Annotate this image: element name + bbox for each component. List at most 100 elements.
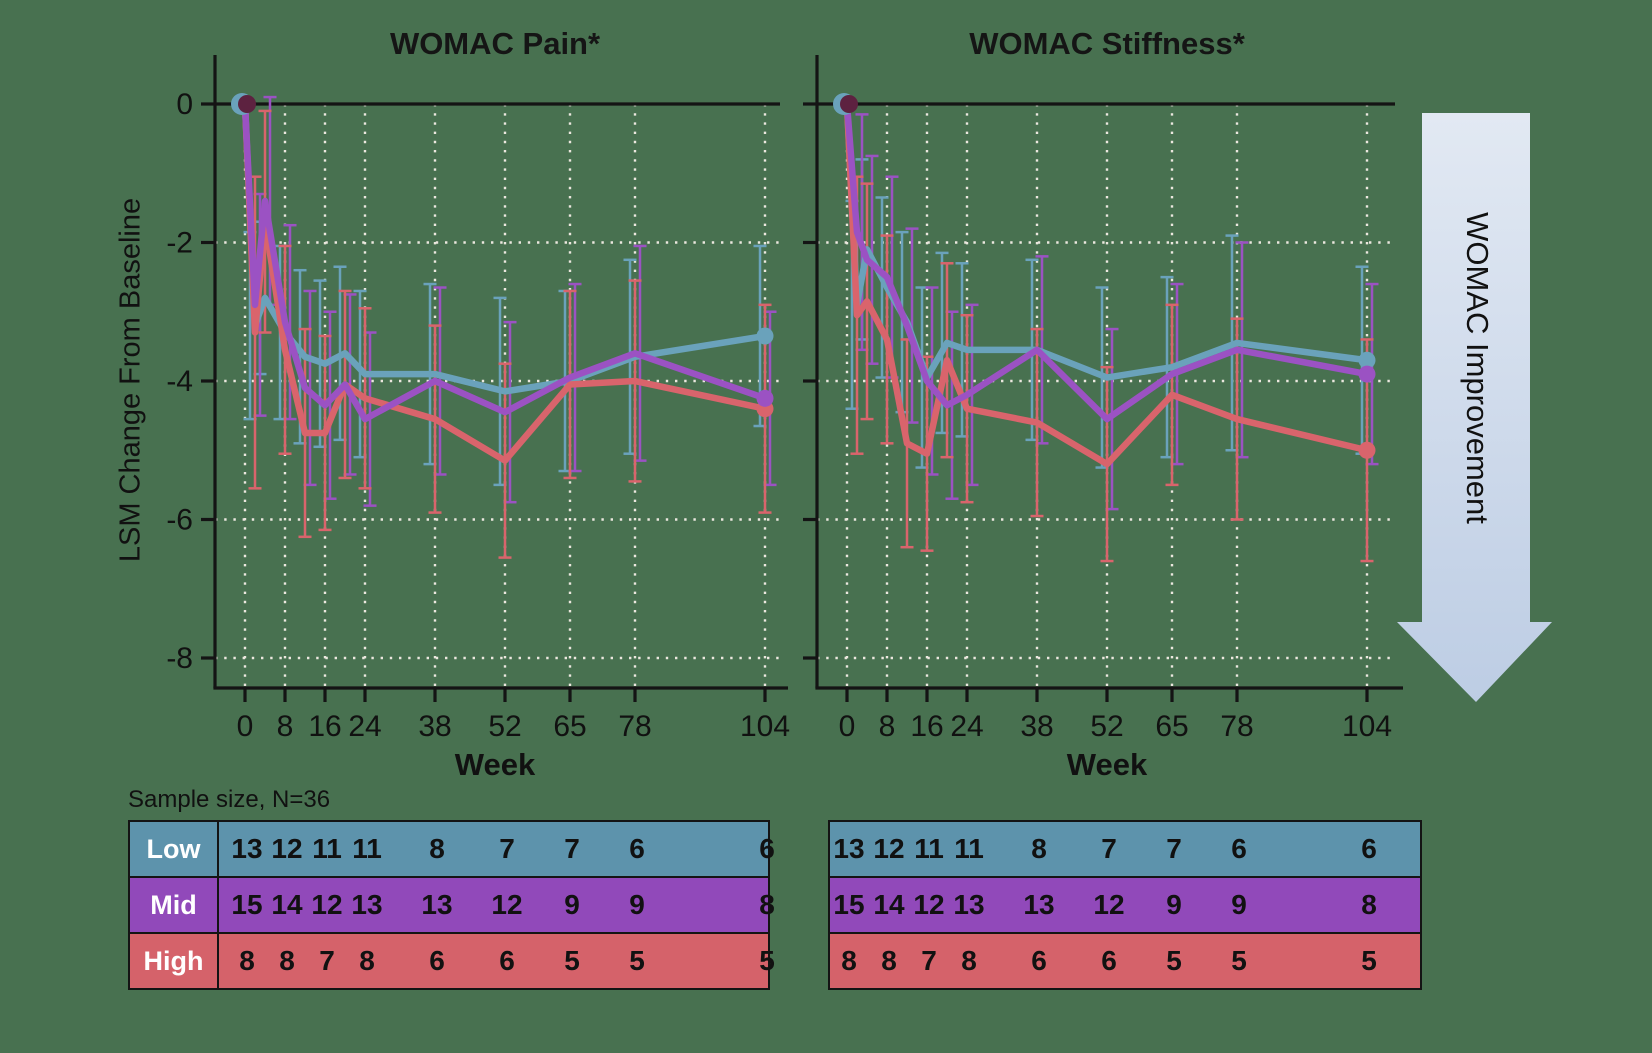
sample-count-cell: 15 xyxy=(231,889,263,920)
sample-row-unlabeled: 15 14 12 13 13 12 9 9 8 xyxy=(830,876,1420,932)
series-line-Low xyxy=(241,100,769,395)
chart-panel-0: 0-2-4-6-80 8 16 24 38 52 65 78 104 xyxy=(166,55,790,743)
label-divider xyxy=(217,878,219,932)
dose-group-label: Low xyxy=(146,834,201,864)
svg-text:16: 16 xyxy=(308,710,341,743)
axes xyxy=(201,55,788,702)
label-divider xyxy=(217,934,219,988)
sample-count-cell: 12 xyxy=(1093,889,1125,920)
sample-count-cell: 9 xyxy=(1231,889,1247,920)
svg-text:0: 0 xyxy=(237,710,254,743)
x-axis-label-pain: Week xyxy=(454,747,536,782)
x-axis-label-stiffness: Week xyxy=(1066,747,1148,782)
sample-count-cell: 7 xyxy=(1101,833,1117,864)
sample-count-cell: 7 xyxy=(921,945,937,976)
sample-count-cell: 8 xyxy=(359,945,375,976)
svg-text:65: 65 xyxy=(1155,710,1188,743)
sample-count-cell: 8 xyxy=(239,945,255,976)
end-marker-Mid xyxy=(756,389,774,407)
sample-size-table-pain: Low 13 12 11 11 8 7 7 6 6 Mid 15 14 12 13 13 12 9 9 8 High 8 8… xyxy=(128,820,775,990)
sample-count-cell: 15 xyxy=(833,889,865,920)
sample-count-cell: 8 xyxy=(881,945,897,976)
sample-count-cell: 11 xyxy=(312,833,342,864)
sample-count-cell: 13 xyxy=(231,833,263,864)
sample-count-cell: 13 xyxy=(953,889,985,920)
x-tick-labels: 0 8 16 24 38 52 65 78 104 xyxy=(237,710,790,743)
sample-count-cell: 14 xyxy=(271,889,303,920)
svg-text:38: 38 xyxy=(418,710,451,743)
sample-count-cell: 8 xyxy=(841,945,857,976)
sample-count-cell: 11 xyxy=(914,833,944,864)
sample-count-cell: 9 xyxy=(564,889,580,920)
sample-count-cell: 5 xyxy=(629,945,645,976)
sample-count-cell: 8 xyxy=(1031,833,1047,864)
svg-text:0: 0 xyxy=(839,710,856,743)
sample-count-cell: 6 xyxy=(629,833,645,864)
sample-count-cell: 5 xyxy=(1166,945,1182,976)
sample-count-cell: 7 xyxy=(319,945,335,976)
svg-text:16: 16 xyxy=(910,710,943,743)
dose-group-label: Mid xyxy=(150,890,197,920)
chart-panel-1: 0 8 16 24 38 52 65 78 104 xyxy=(803,55,1403,743)
sample-count-cell: 6 xyxy=(499,945,515,976)
dose-group-label: High xyxy=(143,946,204,976)
sample-row-High: High 8 8 7 8 6 6 5 5 5 xyxy=(130,932,775,988)
improvement-arrow-label: WOMAC Improvement xyxy=(1460,212,1495,524)
chart-title-pain: WOMAC Pain* xyxy=(389,26,601,61)
svg-text:104: 104 xyxy=(740,710,790,743)
svg-text:8: 8 xyxy=(277,710,294,743)
sample-count-cell: 13 xyxy=(421,889,453,920)
sample-count-cell: 5 xyxy=(564,945,580,976)
svg-text:24: 24 xyxy=(348,710,381,743)
series-line-Low xyxy=(843,100,1371,381)
baseline-marker-inner xyxy=(840,95,858,113)
y-axis-label: LSM Change From Baseline xyxy=(114,197,147,563)
svg-text:0: 0 xyxy=(176,88,193,121)
chart-title-stiffness: WOMAC Stiffness* xyxy=(969,26,1245,61)
sample-count-cell: 6 xyxy=(1031,945,1047,976)
sample-count-cell: 12 xyxy=(271,833,303,864)
sample-count-cell: 13 xyxy=(1023,889,1055,920)
y-tick-labels: 0 -2 -4 -6 -8 xyxy=(166,88,193,675)
sample-count-cell: 13 xyxy=(351,889,383,920)
sample-count-cell: 9 xyxy=(1166,889,1182,920)
sample-count-cell: 6 xyxy=(1361,833,1377,864)
sample-count-cell: 12 xyxy=(311,889,343,920)
sample-count-cell: 5 xyxy=(759,945,775,976)
axes xyxy=(803,55,1403,702)
sample-count-cell: 5 xyxy=(1361,945,1377,976)
sample-count-cell: 6 xyxy=(759,833,775,864)
svg-text:-4: -4 xyxy=(166,365,193,398)
sample-count-cell: 14 xyxy=(873,889,905,920)
svg-text:24: 24 xyxy=(950,710,983,743)
sample-count-cell: 7 xyxy=(499,833,515,864)
sample-count-cell: 6 xyxy=(1101,945,1117,976)
series-line-Mid xyxy=(241,100,769,423)
svg-text:65: 65 xyxy=(553,710,586,743)
sample-count-cell: 6 xyxy=(1231,833,1247,864)
series-line-High xyxy=(843,100,1371,468)
x-tick-labels: 0 8 16 24 38 52 65 78 104 xyxy=(839,710,1392,743)
sample-count-cell: 13 xyxy=(833,833,865,864)
sample-count-cell: 9 xyxy=(629,889,645,920)
svg-text:78: 78 xyxy=(1220,710,1253,743)
end-marker-Low xyxy=(1358,351,1376,369)
sample-row-Low: Low 13 12 11 11 8 7 7 6 6 xyxy=(130,822,775,876)
sample-count-cell: 5 xyxy=(1231,945,1247,976)
baseline-marker-inner xyxy=(238,95,256,113)
sample-count-cell: 11 xyxy=(954,833,984,864)
sample-count-cell: 8 xyxy=(279,945,295,976)
svg-text:52: 52 xyxy=(488,710,521,743)
sample-row-unlabeled: 13 12 11 11 8 7 7 6 6 xyxy=(830,822,1420,876)
sample-size-note: Sample size, N=36 xyxy=(128,786,331,813)
svg-text:-8: -8 xyxy=(166,642,193,675)
label-divider xyxy=(217,822,219,876)
svg-text:104: 104 xyxy=(1342,710,1392,743)
sample-size-table-stiffness: 13 12 11 11 8 7 7 6 6 15 14 12 13 13 12 9 9 8 8 8 7 8 6 6 5 5 5 xyxy=(828,820,1422,990)
svg-text:-6: -6 xyxy=(166,504,193,537)
sample-count-cell: 8 xyxy=(1361,889,1377,920)
sample-count-cell: 12 xyxy=(873,833,905,864)
